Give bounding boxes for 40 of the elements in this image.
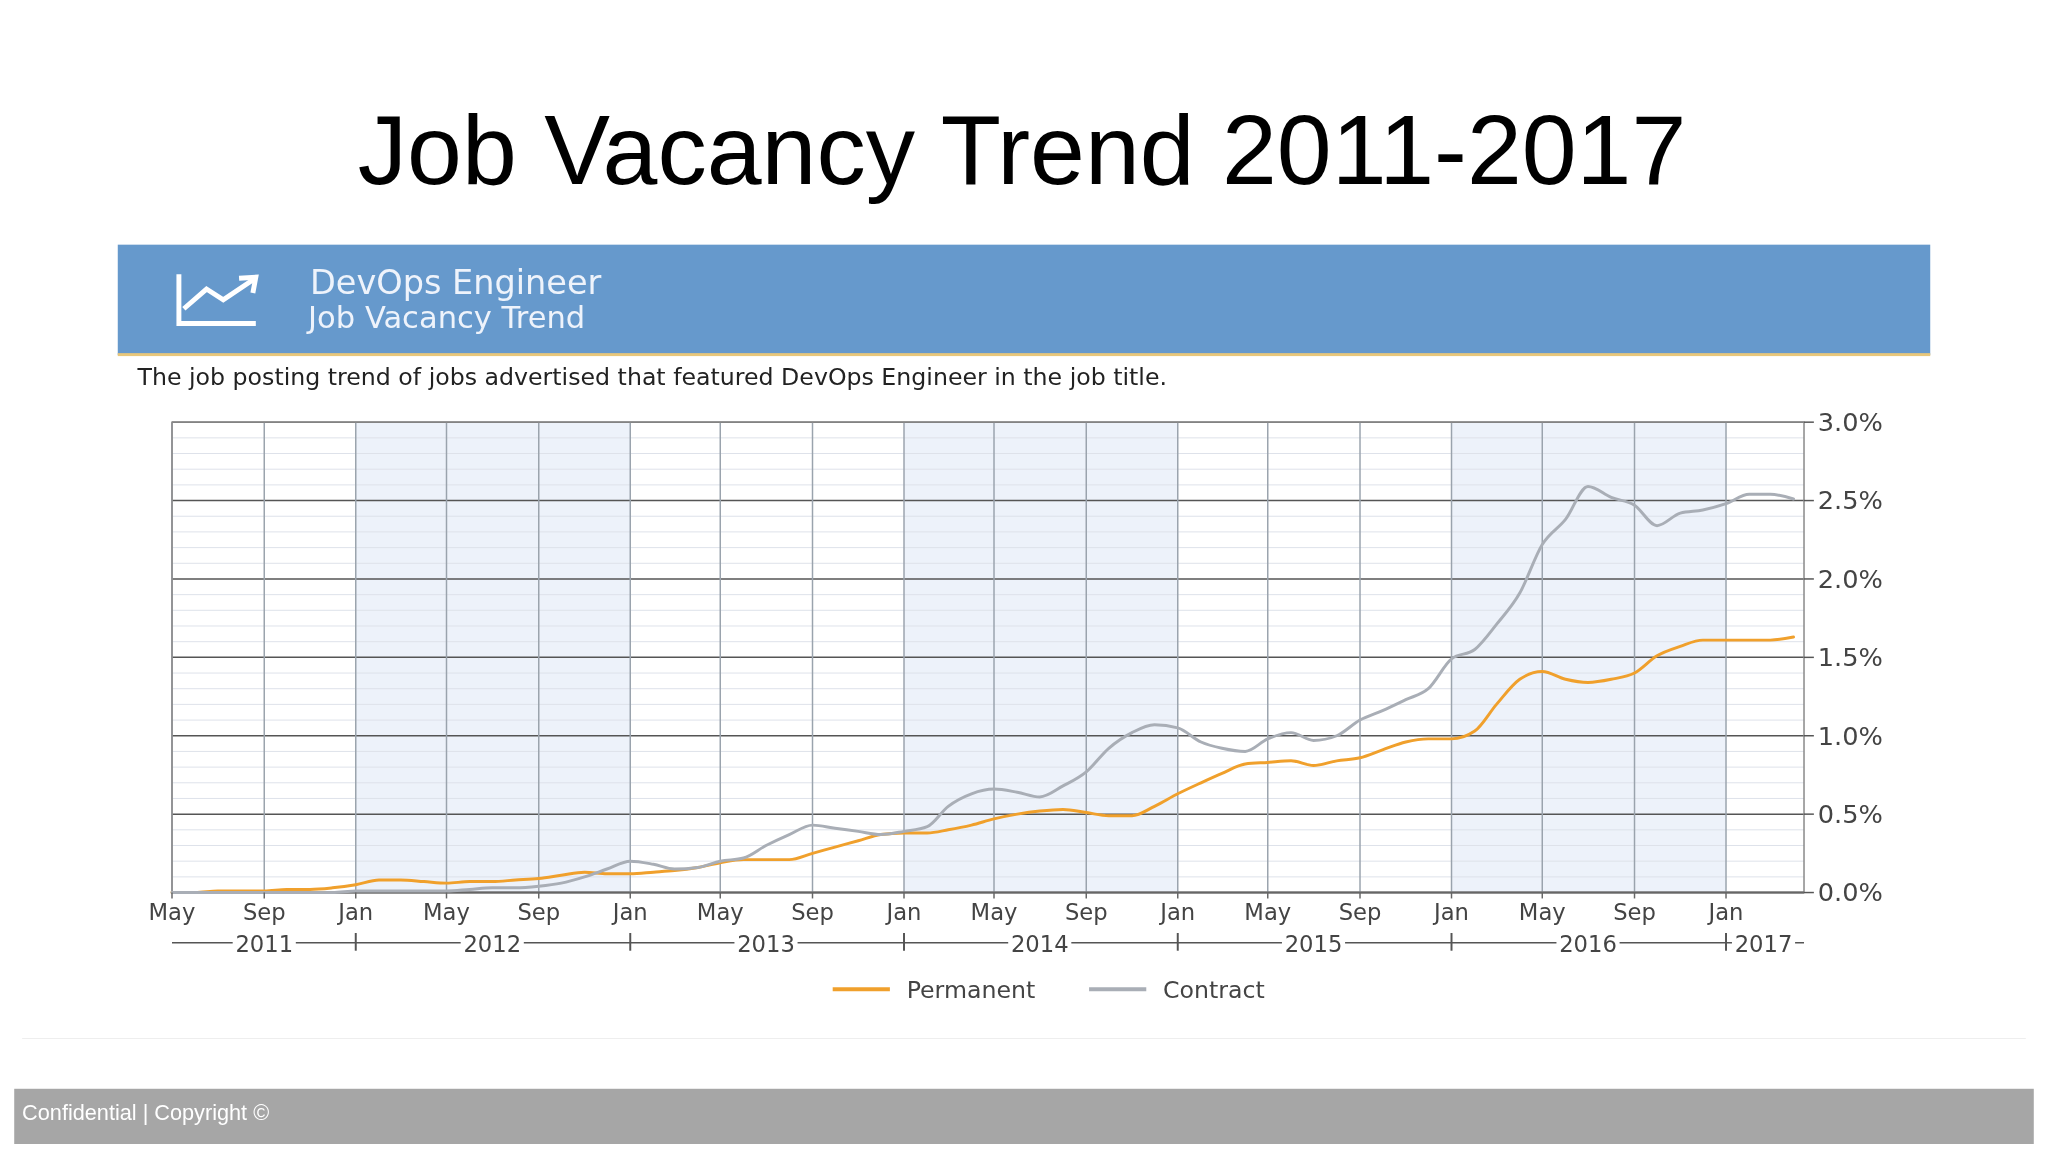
x-tick-label: Sep — [1064, 899, 1108, 926]
y-tick-label: 1.5% — [1817, 642, 1883, 673]
x-tick-label: Sep — [1338, 899, 1382, 926]
x2-tick-label: 2016 — [1559, 930, 1617, 957]
y-tick-label: 2.0% — [1817, 563, 1883, 594]
x2-tick-label: 2014 — [1010, 930, 1069, 957]
y-tick-label: 2.5% — [1817, 485, 1883, 516]
x-tick-label: Jan — [1158, 899, 1196, 926]
x-tick-label: Jan — [610, 899, 648, 926]
x-tick-label: Sep — [242, 899, 286, 926]
x-tick-label: Sep — [517, 899, 561, 926]
chart-title: Job Vacancy Trend 2011-2017 — [357, 94, 1687, 205]
x2-tick-label: 2012 — [463, 930, 522, 957]
x-tick-label: Jan — [1432, 899, 1469, 926]
y-tick-label: 0.0% — [1817, 877, 1883, 908]
chart-subtitle: DevOps Engineer — [310, 262, 602, 302]
x2-tick-label: 2013 — [737, 930, 795, 957]
x2-tick-label: 2015 — [1284, 930, 1343, 957]
x-tick-label: Sep — [791, 899, 834, 926]
line-series — [170, 484, 1795, 895]
x-tick-label: May — [696, 899, 744, 926]
y-tick-label: 3.0% — [1817, 407, 1883, 438]
x-tick-label: Jan — [336, 899, 374, 926]
x2-tick-label: 2011 — [235, 930, 294, 957]
x2-tick-label: 2017 — [1734, 930, 1793, 957]
text: Job Vacancy Trend — [306, 300, 586, 336]
x-tick-label: May — [1518, 899, 1566, 926]
text: Confidential | Copyright © — [22, 1100, 270, 1126]
x-tick-label: Sep — [1613, 899, 1656, 926]
y-tick-label: 0.5% — [1817, 799, 1883, 830]
x-tick-label: Jan — [1706, 899, 1744, 926]
y-tick-label: 1.0% — [1817, 720, 1883, 751]
x-tick-label: May — [148, 899, 196, 926]
legend-label: Permanent — [906, 976, 1036, 1005]
x-tick-label: May — [970, 899, 1018, 926]
x-tick-label: Jan — [884, 899, 922, 926]
text: The job posting trend of jobs advertised that featured DevOps Engineer in the job title. — [136, 362, 1168, 391]
x-tick-label: May — [1244, 899, 1292, 926]
x-tick-label: May — [423, 899, 470, 926]
legend-label: Contract — [1163, 976, 1265, 1005]
